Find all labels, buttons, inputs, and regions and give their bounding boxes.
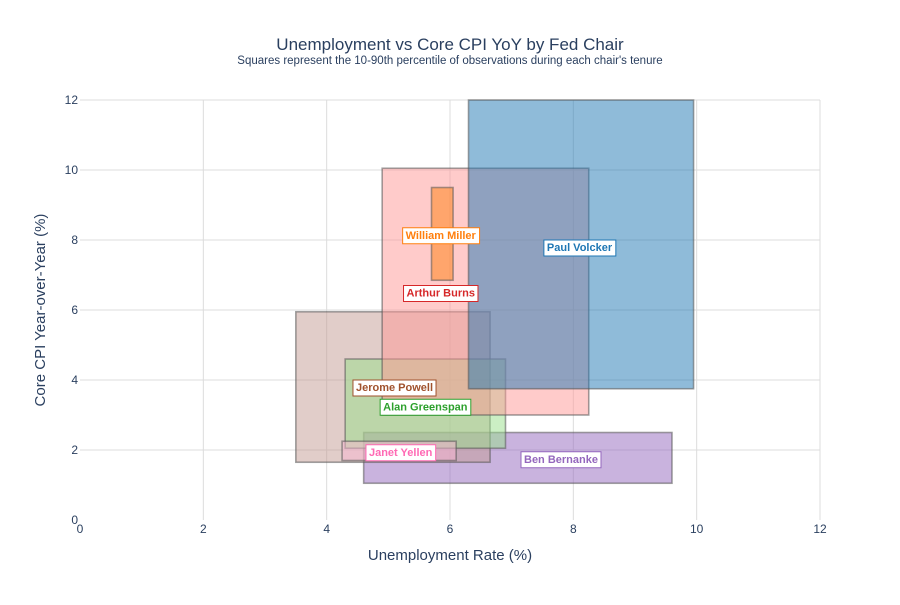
label-layer: Ben Bernanke Jerome Powell Alan Greenspan A… xyxy=(352,227,617,469)
label-text-janet-yellen: Janet Yellen xyxy=(369,447,433,459)
label-box xyxy=(365,444,437,462)
rect-layer xyxy=(295,99,695,485)
label-box xyxy=(379,398,472,416)
label-alan-greenspan: Alan Greenspan xyxy=(379,398,472,416)
y-tick-label: 2 xyxy=(71,443,78,457)
label-janet-yellen: Janet Yellen xyxy=(365,444,437,462)
label-text-paul-volcker: Paul Volcker xyxy=(547,242,613,254)
label-box xyxy=(403,285,479,302)
x-axis-title: Unemployment Rate (%) xyxy=(368,547,532,564)
label-text-alan-greenspan: Alan Greenspan xyxy=(383,401,468,413)
y-tick-label: 4 xyxy=(71,373,78,387)
label-text-william-miller: William Miller xyxy=(406,230,477,242)
y-tick-label: 6 xyxy=(71,303,78,317)
label-text-ben-bernanke: Ben Bernanke xyxy=(524,454,598,466)
label-william-miller: William Miller xyxy=(402,227,481,245)
label-arthur-burns: Arthur Burns xyxy=(403,285,479,302)
chart-title: Unemployment vs Core CPI YoY by Fed Chai… xyxy=(276,35,624,54)
label-jerome-powell: Jerome Powell xyxy=(352,379,437,397)
x-tick-label: 8 xyxy=(570,522,577,536)
x-tick-label: 4 xyxy=(323,522,330,536)
label-box xyxy=(520,451,602,469)
y-tick-label: 8 xyxy=(71,233,78,247)
y-tick-label: 0 xyxy=(71,513,78,527)
x-tick-label: 0 xyxy=(77,522,84,536)
tick-layer: 0 2 4 6 8 10 12 0 2 4 6 8 10 12 xyxy=(65,93,827,536)
y-tick-label: 12 xyxy=(65,93,79,107)
x-tick-label: 6 xyxy=(447,522,454,536)
label-text-jerome-powell: Jerome Powell xyxy=(356,382,433,394)
label-paul-volcker: Paul Volcker xyxy=(543,239,617,257)
x-tick-label: 12 xyxy=(813,522,827,536)
y-axis-title: Core CPI Year-over-Year (%) xyxy=(32,214,49,407)
x-tick-label: 10 xyxy=(690,522,704,536)
label-box xyxy=(352,379,437,397)
label-box xyxy=(402,227,481,245)
label-box xyxy=(543,239,617,257)
chart-subtitle: Squares represent the 10-90th percentile… xyxy=(237,55,662,67)
x-tick-label: 2 xyxy=(200,522,207,536)
label-text-arthur-burns: Arthur Burns xyxy=(407,288,475,300)
label-ben-bernanke: Ben Bernanke xyxy=(520,451,602,469)
y-tick-label: 10 xyxy=(65,163,79,177)
